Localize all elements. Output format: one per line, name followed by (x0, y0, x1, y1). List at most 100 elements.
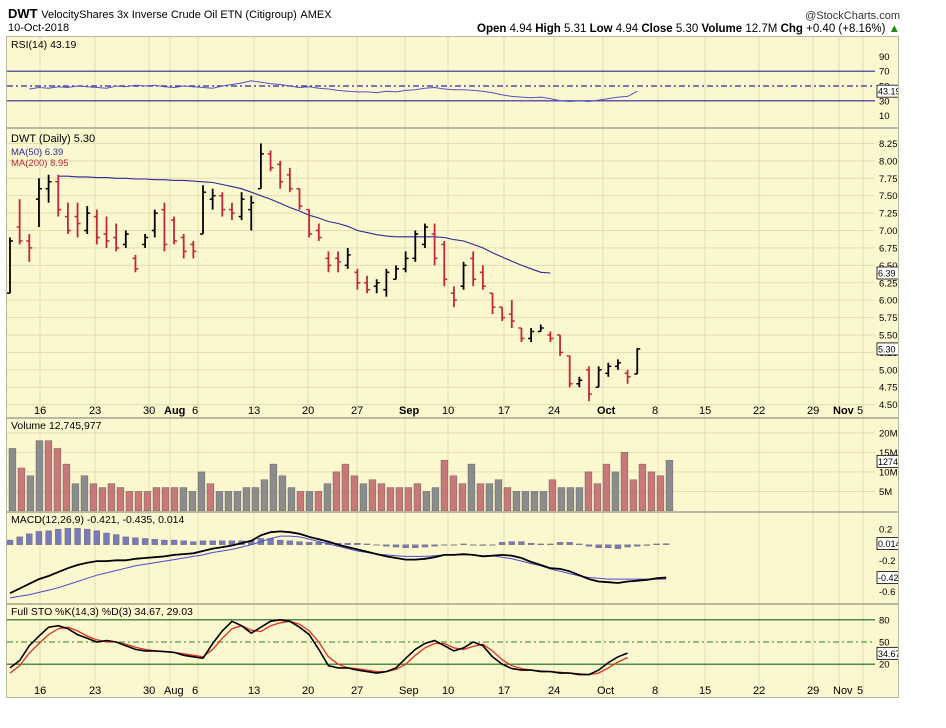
exchange: AMEX (300, 9, 332, 21)
volume-bar (530, 491, 539, 511)
macd-histogram-bar (55, 528, 62, 545)
ma200-legend: MA(200) 8.95 (11, 158, 69, 169)
macd-histogram-bar (614, 544, 622, 549)
volume-bar (521, 491, 530, 511)
price-tick-label: 4.50 (879, 400, 898, 411)
macd-histogram-bar (122, 536, 129, 545)
volume-bar (656, 475, 665, 511)
macd-histogram-bar (305, 542, 313, 545)
sto-x-tick-label: 15 (699, 685, 711, 697)
price-tick-label: 7.50 (879, 191, 898, 202)
macd-histogram-bar (518, 541, 525, 545)
price-tick-label: 7.25 (879, 209, 898, 220)
macd-histogram-bar (498, 542, 506, 545)
macd-histogram-bar (93, 530, 100, 545)
volume-bar (593, 483, 602, 511)
volume-tick-label: 10M (879, 467, 898, 478)
macd-histogram-bar (315, 542, 322, 545)
macd-histogram-bar (45, 530, 52, 545)
macd-histogram-bar (634, 544, 641, 547)
volume-bar (215, 491, 224, 511)
macd-histogram-bar (103, 532, 110, 545)
macd-histogram-bar (296, 541, 303, 545)
macd-histogram-bar (653, 543, 660, 545)
volume-bar (368, 479, 377, 511)
macd-current-label-box (876, 571, 898, 585)
volume-bar (251, 487, 260, 511)
sto-x-tick-label: 22 (753, 685, 765, 697)
macd-panel: 0.2 -0.2 -0.6 0.014 -0.421 MACD(12,26,9) -0.… (6, 512, 899, 604)
low-value: 4.94 (615, 23, 639, 35)
volume-bar (467, 463, 476, 511)
macd-histogram-bar (605, 544, 612, 548)
rsi-panel: 907050301043.19 RSI(14) 43.19 (6, 36, 899, 128)
sto-x-tick-label: Sep (399, 685, 419, 697)
macd-histogram-bar (64, 528, 72, 545)
volume-bar (278, 475, 287, 511)
price-x-tick-label: 13 (248, 405, 260, 417)
price-x-tick-label: Nov (833, 405, 855, 417)
price-tick-label: 5.00 (879, 365, 898, 376)
volume-bar (611, 471, 620, 511)
sto-tick-label: 80 (879, 615, 890, 626)
macd-histogram-bar (132, 537, 139, 545)
volume-bar (323, 483, 332, 511)
volume-bar (386, 487, 395, 511)
volume-title: Volume 12,745,977 (11, 420, 102, 432)
volume-bar (575, 487, 584, 511)
volume-bar (296, 491, 305, 511)
macd-histogram-bar (190, 541, 197, 545)
macd-histogram-bar (508, 541, 515, 545)
volume-bar (602, 463, 611, 511)
sto-x-tick-label: Oct (597, 685, 614, 697)
volume-bar (395, 487, 404, 511)
volume-bar (557, 487, 566, 511)
chart-date: 10-Oct-2018 (8, 22, 70, 34)
macd-histogram-bar (286, 540, 294, 545)
price-tick-label: 5.75 (879, 313, 898, 324)
rsi-current-label: 43.19 (878, 87, 898, 97)
volume-bar (224, 491, 233, 511)
volume-bar (26, 475, 35, 511)
volume-bar (242, 487, 251, 511)
macd-histogram-bar (373, 544, 380, 546)
macd-signal-line (9, 535, 667, 599)
volume-bar (620, 452, 629, 511)
macd-histogram-bar (441, 544, 448, 546)
volume-bar (116, 487, 125, 511)
volume-bar (17, 467, 26, 511)
macd-histogram-bar (16, 536, 23, 545)
sto-x-tick-label: 16 (34, 685, 46, 697)
volume-bar (233, 491, 242, 511)
price-x-tick-label: 6 (192, 405, 198, 417)
sto-x-tick-label: Nov (833, 685, 853, 697)
security-name: VelocityShares 3x Inverse Crude Oil ETN … (41, 9, 297, 21)
volume-bar (629, 479, 638, 511)
price-x-tick-label: 20 (302, 405, 314, 417)
macd-histogram-bar (161, 539, 168, 545)
price-x-tick-label: Sep (399, 405, 419, 417)
rsi-title: RSI(14) 43.19 (11, 39, 77, 51)
macd-title: MACD(12,26,9) -0.421, -0.435, 0.014 (11, 514, 185, 526)
volume-bar (314, 491, 323, 511)
macd-histogram-bar (537, 543, 544, 545)
brand-logo[interactable]: @StockCharts.com (805, 10, 900, 22)
volume-bar (71, 483, 80, 511)
volume-bar (8, 448, 17, 511)
volume-bar (35, 440, 44, 511)
rsi-chart: 907050301043.19 (7, 37, 898, 127)
volume-bar (341, 463, 350, 511)
symbol: DWT (8, 6, 38, 21)
volume-bar (143, 491, 152, 511)
rsi-current-label-box (876, 84, 898, 98)
macd-histogram-bar (113, 534, 120, 545)
price-x-tick-label: 22 (753, 405, 765, 417)
price-x-tick-label: 16 (34, 405, 46, 417)
macd-histogram-bar (643, 544, 651, 546)
macd-histogram-bar (412, 544, 419, 548)
volume-bar (179, 487, 188, 511)
price-x-tick-label: 29 (807, 405, 819, 417)
price-tick-label: 5.50 (879, 330, 898, 341)
open-value: 4.94 (509, 23, 533, 35)
